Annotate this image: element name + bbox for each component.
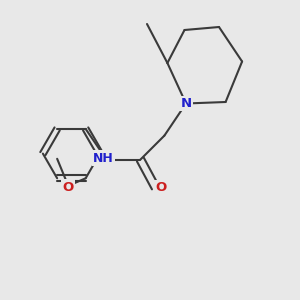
Text: O: O — [63, 181, 74, 194]
Text: O: O — [155, 181, 166, 194]
Text: NH: NH — [93, 152, 114, 165]
Text: N: N — [180, 97, 192, 110]
